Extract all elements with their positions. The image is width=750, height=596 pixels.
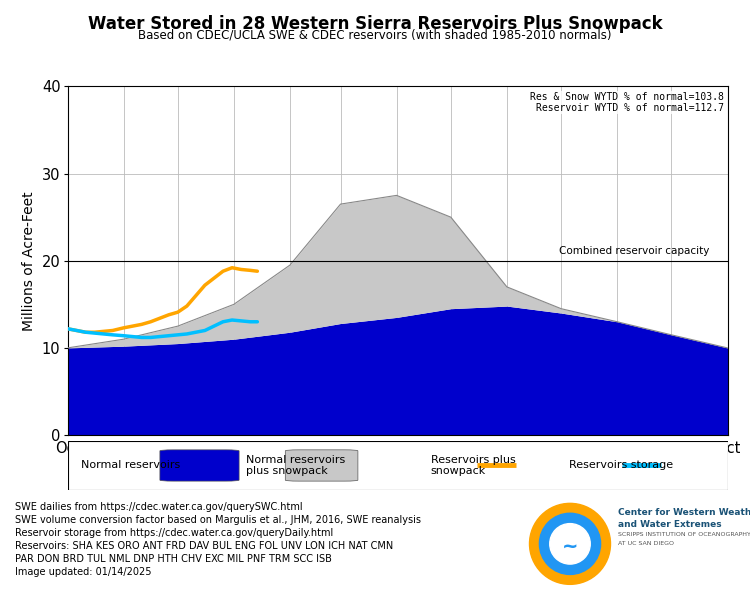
Text: and Water Extremes: and Water Extremes [618,520,722,529]
Text: Based on CDEC/UCLA SWE & CDEC reservoirs (with shaded 1985-2010 normals): Based on CDEC/UCLA SWE & CDEC reservoirs… [138,29,612,42]
Text: SWE dailies from https://cdec.water.ca.gov/querySWC.html: SWE dailies from https://cdec.water.ca.g… [15,502,302,512]
FancyBboxPatch shape [68,441,728,490]
Text: SWE volume conversion factor based on Margulis et al., JHM, 2016, SWE reanalysis: SWE volume conversion factor based on Ma… [15,515,421,525]
Circle shape [530,504,610,584]
Text: Center for Western Weather: Center for Western Weather [618,508,750,517]
Text: SCRIPPS INSTITUTION OF OCEANOGRAPHY: SCRIPPS INSTITUTION OF OCEANOGRAPHY [618,532,750,536]
FancyBboxPatch shape [160,450,239,481]
Text: Normal reservoirs: Normal reservoirs [81,461,180,470]
Text: AT UC SAN DIEGO: AT UC SAN DIEGO [618,541,674,545]
FancyBboxPatch shape [285,450,358,481]
Text: ~: ~ [562,536,578,555]
Text: Image updated: 01/14/2025: Image updated: 01/14/2025 [15,567,152,578]
Text: PAR DON BRD TUL NML DNP HTH CHV EXC MIL PNF TRM SCC ISB: PAR DON BRD TUL NML DNP HTH CHV EXC MIL … [15,554,332,564]
Y-axis label: Millions of Acre-Feet: Millions of Acre-Feet [22,191,36,331]
X-axis label: Water Year 2025: Water Year 2025 [326,461,470,476]
Text: Combined reservoir capacity: Combined reservoir capacity [559,246,710,256]
Text: Reservoirs: SHA KES ORO ANT FRD DAV BUL ENG FOL UNV LON ICH NAT CMN: Reservoirs: SHA KES ORO ANT FRD DAV BUL … [15,541,393,551]
Text: Reservoirs plus
snowpack: Reservoirs plus snowpack [430,455,515,476]
Text: Normal reservoirs
plus snowpack: Normal reservoirs plus snowpack [246,455,345,476]
Circle shape [539,513,601,575]
Text: Reservoirs storage: Reservoirs storage [569,461,674,470]
Text: Reservoir storage from https://cdec.water.ca.gov/queryDaily.html: Reservoir storage from https://cdec.wate… [15,528,333,538]
Text: Water Stored in 28 Western Sierra Reservoirs Plus Snowpack: Water Stored in 28 Western Sierra Reserv… [88,15,662,33]
Text: Res & Snow WYTD % of normal=103.8
Reservoir WYTD % of normal=112.7: Res & Snow WYTD % of normal=103.8 Reserv… [530,92,724,113]
Circle shape [550,524,590,564]
